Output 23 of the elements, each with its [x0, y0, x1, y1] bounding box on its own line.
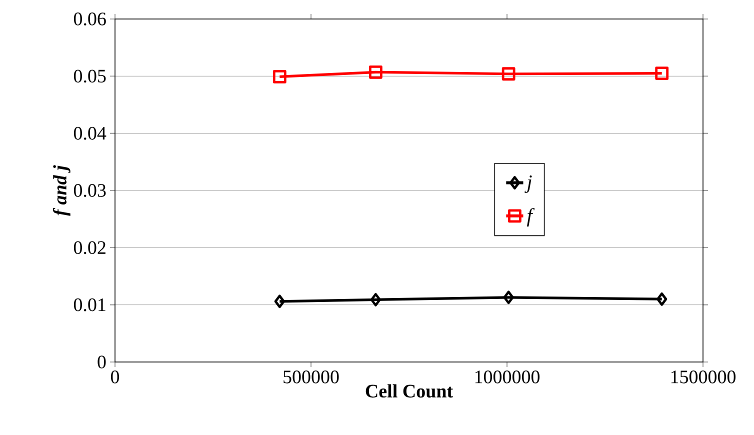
- point: [655, 66, 669, 80]
- y-tick-label: 0.03: [74, 184, 106, 197]
- legend-label: f: [526, 208, 535, 226]
- x-axis-title: Cell Count: [366, 384, 453, 398]
- point: [656, 292, 668, 306]
- x-tick-label: 0: [110, 370, 120, 384]
- point: [370, 292, 382, 306]
- point: [274, 294, 285, 308]
- point: [272, 70, 286, 84]
- y-tick-label: 0.01: [74, 298, 106, 312]
- y-tick-label: 0.05: [74, 70, 106, 83]
- legend-label: j: [524, 175, 532, 193]
- y-axis-title: f and j: [52, 165, 70, 216]
- y-tick-label: 0.06: [74, 12, 106, 26]
- y-tick-label: 0: [98, 356, 106, 368]
- point: [502, 67, 516, 81]
- y-tick-label: 0.02: [74, 241, 106, 254]
- x-tick-label: 1500000: [671, 370, 736, 384]
- y-tick-label: 0.04: [74, 126, 106, 140]
- point: [503, 290, 514, 304]
- point: [368, 65, 382, 79]
- x-tick-label: 1000000: [475, 370, 540, 384]
- x-tick-label: 500000: [284, 370, 339, 384]
